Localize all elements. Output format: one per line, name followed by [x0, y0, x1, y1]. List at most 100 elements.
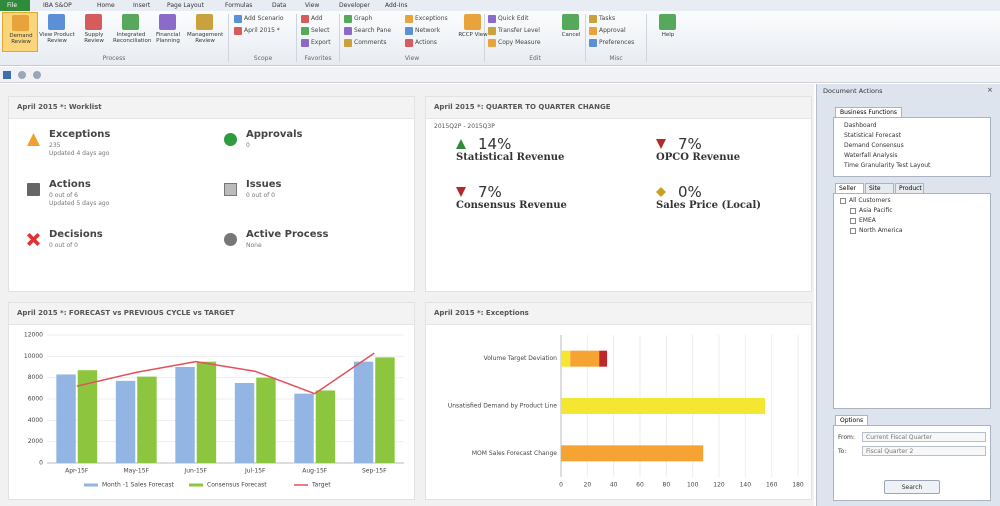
- period: 2015Q2P - 2015Q3P: [434, 123, 495, 130]
- tree-item[interactable]: All Customers: [849, 197, 891, 204]
- kpi-label: Sales Price (Local): [656, 200, 762, 211]
- ribbon-tab[interactable]: View: [305, 2, 320, 9]
- tab[interactable]: Options: [835, 415, 869, 425]
- worklist-label[interactable]: Active Process: [246, 229, 329, 240]
- tree-item[interactable]: EMEA: [859, 217, 876, 224]
- ribbon-tab[interactable]: Home: [97, 2, 115, 9]
- ribbon-button[interactable]: Copy Measure: [498, 39, 541, 46]
- ribbon-button[interactable]: Add Scenario: [244, 15, 284, 22]
- x-tick-label: Apr-15F: [65, 468, 89, 475]
- ribbon-button[interactable]: Add: [311, 15, 323, 22]
- y-tick-label: 12000: [24, 332, 43, 339]
- dropdown[interactable]: Fiscal Quarter 2: [862, 446, 986, 456]
- y-tick-label: 0: [39, 460, 43, 467]
- button-label: Financial Planning: [155, 32, 181, 44]
- worklist-detail: 0: [246, 142, 250, 149]
- button-icon: [12, 15, 29, 31]
- ribbon-button[interactable]: Comments: [354, 39, 387, 46]
- ribbon-button[interactable]: April 2015 *: [244, 27, 280, 34]
- ribbon-button[interactable]: Exceptions: [415, 15, 448, 22]
- save-icon[interactable]: [3, 71, 11, 79]
- checkbox[interactable]: [850, 228, 856, 234]
- function-item[interactable]: Demand Consensus: [844, 142, 904, 149]
- ribbon-button[interactable]: Management Review: [187, 12, 223, 52]
- ribbon-button[interactable]: Export: [311, 39, 331, 46]
- legend-label: Consensus Forecast: [207, 482, 267, 489]
- checkbox[interactable]: [850, 218, 856, 224]
- worklist-icon: [27, 133, 40, 146]
- function-item[interactable]: Dashboard: [844, 122, 877, 129]
- tab[interactable]: Product: [895, 183, 924, 193]
- redo-icon[interactable]: [33, 71, 41, 79]
- ribbon-button[interactable]: Approval: [599, 27, 626, 34]
- ribbon-button[interactable]: Graph: [354, 15, 373, 22]
- button-icon: [234, 27, 242, 35]
- pane-title: Document Actions: [823, 87, 883, 95]
- ribbon-button[interactable]: View Product Review: [39, 12, 75, 52]
- ribbon-tab[interactable]: Insert: [133, 2, 151, 9]
- ribbon-button[interactable]: Cancel: [553, 12, 589, 52]
- ribbon-tab[interactable]: Developer: [339, 2, 370, 9]
- ribbon-tab[interactable]: Page Layout: [167, 2, 204, 9]
- bar: [56, 374, 76, 463]
- bar: [115, 380, 136, 463]
- panel-title: April 2015 *: QUARTER TO QUARTER CHANGE: [426, 97, 811, 119]
- worklist-label[interactable]: Actions: [49, 179, 91, 190]
- ribbon-button[interactable]: RCCP View: [455, 12, 491, 52]
- button-icon: [301, 27, 309, 35]
- ribbon-button[interactable]: Demand Review: [2, 12, 38, 52]
- document-actions-pane: Document Actions × Business Functions Dashb…: [816, 84, 1000, 506]
- ribbon-button[interactable]: Integrated Reconciliation: [113, 12, 151, 52]
- group-separator: [296, 14, 297, 62]
- button-label: Supply Review: [84, 32, 104, 44]
- bar: [234, 383, 255, 463]
- ribbon-button[interactable]: Supply Review: [76, 12, 112, 52]
- tab[interactable]: Site: [865, 183, 894, 193]
- worklist-label[interactable]: Issues: [246, 179, 282, 190]
- function-item[interactable]: Time Granularity Test Layout: [844, 162, 931, 169]
- button-icon: [488, 27, 496, 35]
- function-item[interactable]: Waterfall Analysis: [844, 152, 898, 159]
- ribbon-button[interactable]: Select: [311, 27, 330, 34]
- x-tick-label: 180: [792, 482, 804, 489]
- ribbon-button[interactable]: Actions: [415, 39, 437, 46]
- function-item[interactable]: Statistical Forecast: [844, 132, 901, 139]
- ribbon-tab[interactable]: Formulas: [225, 2, 253, 9]
- ribbon-tabs: File IBA S&OP Home Insert Page Layout Formula…: [0, 0, 1000, 11]
- worklist-label[interactable]: Decisions: [49, 229, 103, 240]
- ribbon-tab[interactable]: Add-Ins: [385, 2, 408, 9]
- ribbon-button[interactable]: Quick Edit: [498, 15, 529, 22]
- ribbon-button[interactable]: Search Pane: [354, 27, 392, 34]
- tree-item[interactable]: North America: [859, 227, 903, 234]
- panel: April 2015 *: Worklist Exceptions 235 Updat…: [8, 96, 415, 292]
- ribbon-button[interactable]: Network: [415, 27, 441, 34]
- dashboard: April 2015 *: Worklist Exceptions 235 Updat…: [0, 84, 814, 506]
- checkbox[interactable]: [840, 198, 846, 204]
- chart: 0 2000 4000 6000 8000 10000 12000 Apr-15F May-15…: [24, 332, 404, 489]
- tree-item[interactable]: Asia Pacific: [859, 207, 893, 214]
- ribbon-button[interactable]: Financial Planning: [150, 12, 186, 52]
- ribbon-button[interactable]: Preferences: [599, 39, 635, 46]
- tab[interactable]: Seller: [835, 183, 864, 193]
- tab[interactable]: Business Functions: [835, 107, 903, 117]
- bar: [256, 377, 276, 463]
- undo-icon[interactable]: [18, 71, 26, 79]
- ribbon-button[interactable]: Transfer Level: [498, 27, 540, 34]
- search-button[interactable]: Search: [884, 480, 940, 494]
- panel-title: April 2015 *: Worklist: [9, 97, 414, 119]
- y-tick-label: MOM Sales Forecast Change: [472, 450, 557, 457]
- button-icon: [122, 14, 139, 30]
- button-icon: [405, 39, 413, 47]
- close-button[interactable]: ×: [987, 86, 993, 94]
- ribbon-button[interactable]: Help: [650, 12, 686, 52]
- dropdown[interactable]: Current Fiscal Quarter: [862, 432, 986, 442]
- quick-access-bar: [0, 67, 1000, 83]
- worklist-label[interactable]: Exceptions: [49, 129, 111, 140]
- bar: [561, 350, 571, 367]
- worklist-label[interactable]: Approvals: [246, 129, 303, 140]
- ribbon-tab[interactable]: IBA S&OP: [43, 2, 72, 9]
- ribbon-tab[interactable]: File: [0, 0, 30, 11]
- ribbon-tab[interactable]: Data: [272, 2, 287, 9]
- checkbox[interactable]: [850, 208, 856, 214]
- ribbon-button[interactable]: Tasks: [599, 15, 616, 22]
